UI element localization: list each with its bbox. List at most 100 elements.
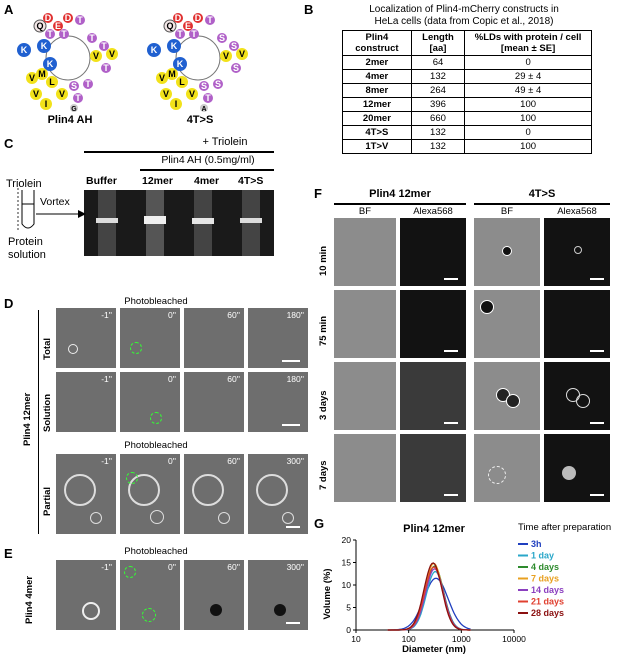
lane-label-12mer: 12mer (142, 175, 173, 187)
svg-text:K: K (171, 41, 178, 51)
svg-text:V: V (29, 73, 35, 83)
cell: 1T>V (342, 139, 412, 154)
y-axis-label: Volume (%) (322, 568, 333, 619)
svg-text:K: K (151, 45, 158, 55)
legend-item: 1 day (531, 551, 554, 561)
panel-a-label: A (4, 2, 14, 17)
micrograph-e-3: 60'' (184, 560, 244, 630)
panel-f-label: F (314, 186, 322, 201)
col-label-bf-1: BF (358, 206, 372, 217)
panel-d-label: D (4, 296, 14, 311)
svg-text:S: S (231, 41, 237, 51)
cell: 132 (410, 69, 466, 84)
cell: 8mer (342, 83, 412, 98)
series-line (387, 562, 471, 631)
svg-text:K: K (41, 41, 48, 51)
micrograph-d-partial-3: 60'' (184, 454, 244, 534)
svg-text:V: V (159, 73, 165, 83)
svg-text:T: T (75, 93, 81, 103)
col-header-construct: Plin4 construct (342, 30, 412, 56)
x-axis-label: Diameter (nm) (402, 644, 466, 655)
group-line-2 (474, 203, 610, 205)
svg-text:T: T (77, 15, 83, 25)
table-row: 4T>S 132 0 (342, 125, 592, 140)
cell: 12mer (342, 97, 412, 112)
svg-text:K: K (21, 45, 28, 55)
f-row-label-3days: 3 days (318, 390, 329, 420)
table-row: 20mer 660 100 (342, 111, 592, 126)
helical-wheel-4ts: Q D E D T T T K K K S V V S S V M L V I … (147, 13, 248, 113)
micrograph-d-solution-2: 0'' (120, 372, 180, 432)
svg-text:T: T (47, 29, 53, 39)
table-title-line1: Localization of Plin4-mCherry constructs… (369, 4, 559, 15)
y-tick-label: 5 (346, 603, 351, 613)
svg-text:L: L (179, 77, 185, 87)
legend-item: 14 days (531, 585, 564, 595)
cell: 100 (464, 97, 592, 112)
col-header-length: Length [aa] (410, 30, 466, 56)
micrograph-d-partial-4: 300'' (248, 454, 308, 534)
svg-text:V: V (109, 49, 115, 59)
group-label-plin4-12mer: Plin4 12mer (369, 188, 431, 200)
micrograph-d-total-2: 0'' (120, 308, 180, 368)
photobleached-label-d1: Photobleached (124, 296, 188, 307)
svg-text:T: T (89, 33, 95, 43)
table-row: 1T>V 132 100 (342, 139, 592, 154)
legend-item: 21 days (531, 597, 564, 607)
plin4-subheader-line (140, 169, 274, 171)
plin4-12mer-side-label: Plin4 12mer (22, 392, 33, 446)
col-label-alexa-1: Alexa568 (413, 206, 453, 217)
micrograph-e-2: 0'' (120, 560, 180, 630)
micrograph-f-4ts-bf-3days (474, 362, 540, 430)
micrograph-f-4ts-bf-7days (474, 434, 540, 502)
x-tick-label: 100 (402, 634, 416, 644)
f-row-label-75min: 75 min (318, 315, 329, 346)
tube-schematic (17, 188, 86, 230)
svg-text:V: V (189, 89, 195, 99)
micrograph-d-partial-1: -1'' (56, 454, 116, 534)
col-header-percent: %LDs with protein / cell [mean ± SE] (464, 30, 592, 56)
svg-text:V: V (59, 89, 65, 99)
panel-c-label: C (4, 136, 14, 151)
cell: 396 (410, 97, 466, 112)
protein-label: Protein (8, 236, 43, 248)
cell: 4mer (342, 69, 412, 84)
row-label-solution: Solution (42, 394, 53, 432)
svg-text:E: E (55, 21, 61, 31)
svg-text:D: D (195, 13, 202, 23)
svg-text:D: D (65, 13, 72, 23)
svg-text:V: V (223, 51, 229, 61)
triolein-label: Triolein (6, 178, 42, 190)
panel-e-label: E (4, 546, 13, 561)
table-row: 4mer 132 29 ± 4 (342, 69, 592, 84)
micrograph-f-12mer-bf-75min (334, 290, 396, 358)
lane-label-4ts: 4T>S (238, 175, 264, 187)
cell: 132 (410, 125, 466, 140)
svg-text:V: V (33, 89, 39, 99)
vortex-label: Vortex (40, 196, 70, 208)
dls-volume-chart: Plin4 12mer Time after preparation 10 100… (322, 522, 611, 655)
micrograph-e-1: -1'' (56, 560, 116, 630)
micrograph-f-12mer-bf-3days (334, 362, 396, 430)
plin4-4mer-side-label: Plin4 4mer (24, 575, 35, 624)
micrograph-d-solution-1: -1'' (56, 372, 116, 432)
f-row-label-7days: 7 days (318, 460, 329, 490)
micrograph-d-partial-2: 0'' (120, 454, 180, 534)
triolein-header: + Triolein (202, 136, 248, 148)
svg-text:T: T (101, 41, 107, 51)
svg-text:T: T (85, 79, 91, 89)
cell: 29 ± 4 (464, 69, 592, 84)
svg-text:M: M (38, 69, 46, 79)
micrograph-d-total-4: 180'' (248, 308, 308, 368)
cell: 100 (464, 111, 592, 126)
micrograph-d-total-1: -1'' (56, 308, 116, 368)
svg-text:D: D (175, 13, 182, 23)
svg-text:G: G (71, 106, 77, 113)
micrograph-d-solution-3: 60'' (184, 372, 244, 432)
photobleached-label-d2: Photobleached (124, 440, 188, 451)
legend-item: 3h (531, 539, 542, 549)
micrograph-f-12mer-bf-10min (334, 218, 396, 286)
svg-text:T: T (205, 93, 211, 103)
svg-text:S: S (233, 63, 239, 73)
x-tick-label: 1000 (452, 634, 471, 644)
